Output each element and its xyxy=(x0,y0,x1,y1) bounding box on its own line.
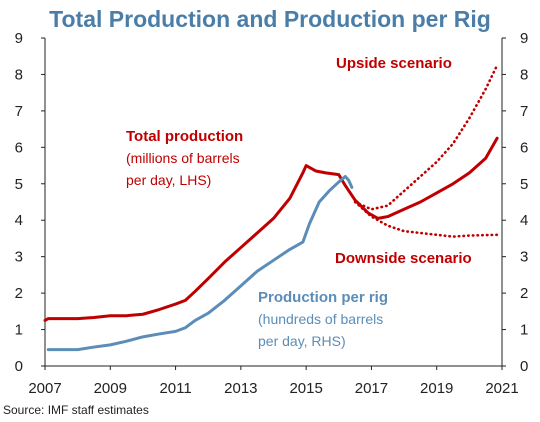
right-tick-label: 7 xyxy=(520,103,528,120)
series-line-downside xyxy=(353,200,499,238)
left-tick-label: 0 xyxy=(15,358,23,375)
x-tick-label: 2017 xyxy=(355,380,388,397)
production-per-rig-unit-line1: (hundreds of barrels xyxy=(258,311,383,327)
right-tick-label: 4 xyxy=(520,212,528,229)
right-tick-label: 6 xyxy=(520,139,528,156)
right-tick-label: 8 xyxy=(520,66,528,83)
total-production-unit-line1: (millions of barrels xyxy=(126,150,240,166)
right-tick-label: 2 xyxy=(520,285,528,302)
x-tick-label: 2021 xyxy=(485,380,518,397)
left-tick-label: 7 xyxy=(15,103,23,120)
right-tick-label: 0 xyxy=(520,358,528,375)
x-tick-label: 2019 xyxy=(420,380,453,397)
total-production-unit-line2: per day, LHS) xyxy=(126,172,211,188)
ticks: 0 1 2 3 4 5 6 7 8 9 0 1 2 3 4 5 6 7 8 9 2007 2009 2011 2013 2015… xyxy=(15,30,529,397)
production-per-rig-label: Production per rig xyxy=(258,289,388,306)
left-tick-label: 6 xyxy=(15,139,23,156)
series-lines xyxy=(43,64,499,352)
series-line-upside xyxy=(353,64,499,211)
left-tick-label: 1 xyxy=(15,322,23,339)
chart-title: Total Production and Production per Rig xyxy=(49,6,491,32)
upside-scenario-label: Upside scenario xyxy=(336,55,452,72)
left-tick-label: 4 xyxy=(15,212,23,229)
axes xyxy=(44,38,503,367)
right-tick-label: 9 xyxy=(520,30,528,47)
series-line-total xyxy=(43,136,499,322)
annotations: Total production (millions of barrels pe… xyxy=(126,55,472,349)
source-note: Source: IMF staff estimates xyxy=(3,403,149,417)
total-production-label: Total production xyxy=(126,128,243,145)
x-tick-label: 2015 xyxy=(289,380,322,397)
right-tick-label: 5 xyxy=(520,176,528,193)
x-tick-label: 2007 xyxy=(28,380,61,397)
downside-scenario-label: Downside scenario xyxy=(335,250,472,267)
x-tick-label: 2009 xyxy=(94,380,127,397)
left-tick-label: 9 xyxy=(15,30,23,47)
right-tick-label: 1 xyxy=(520,322,528,339)
production-per-rig-unit-line2: per day, RHS) xyxy=(258,333,346,349)
x-tick-label: 2011 xyxy=(159,380,191,397)
left-tick-label: 2 xyxy=(15,285,23,302)
x-tick-label: 2013 xyxy=(224,380,257,397)
left-tick-label: 8 xyxy=(15,66,23,83)
left-tick-label: 5 xyxy=(15,176,23,193)
series-line-per-rig xyxy=(46,174,354,352)
left-tick-label: 3 xyxy=(15,249,23,266)
right-tick-label: 3 xyxy=(520,249,528,266)
